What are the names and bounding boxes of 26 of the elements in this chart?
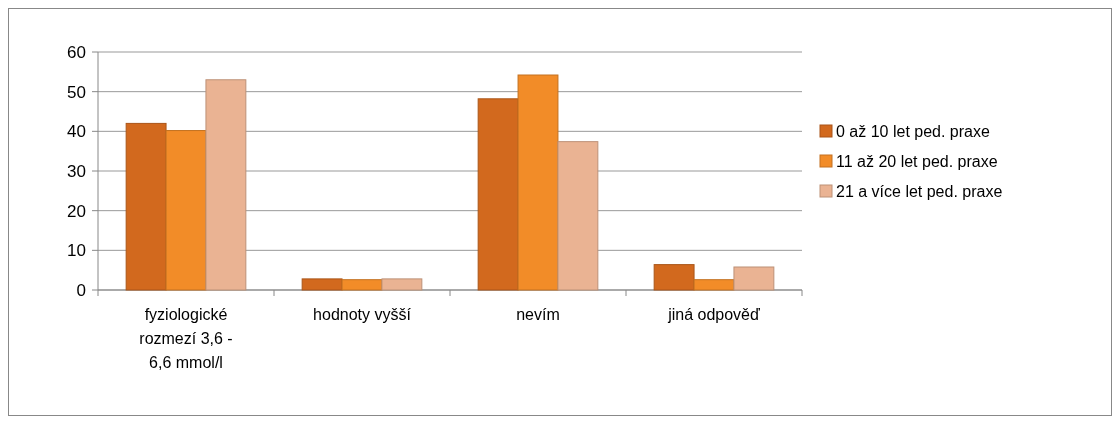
legend-label: 21 a více let ped. praxe xyxy=(836,182,1003,200)
y-tick-label: 60 xyxy=(67,42,86,62)
y-tick-label: 40 xyxy=(67,122,86,142)
bar xyxy=(517,74,559,291)
bar xyxy=(341,279,383,291)
bar xyxy=(301,278,343,291)
legend-label: 0 až 10 let ped. praxe xyxy=(836,122,990,140)
bar xyxy=(693,279,735,291)
bar xyxy=(125,122,167,291)
bar xyxy=(205,79,247,291)
legend-label: 11 až 20 let ped. praxe xyxy=(836,152,998,170)
bar xyxy=(733,266,775,291)
x-tick-label: nevím xyxy=(516,306,560,323)
bar xyxy=(165,130,207,291)
x-tick-label: hodnoty vyšší xyxy=(313,306,412,323)
y-tick-label: 10 xyxy=(67,241,86,261)
y-tick-label: 0 xyxy=(76,280,86,300)
y-tick-label: 30 xyxy=(67,161,86,181)
bar xyxy=(557,141,599,291)
y-tick-label: 50 xyxy=(67,82,86,102)
bar xyxy=(477,98,519,291)
x-tick-label: jiná odpověď xyxy=(667,306,760,323)
bar xyxy=(381,278,423,291)
bar xyxy=(653,264,695,291)
y-tick-label: 20 xyxy=(67,201,86,221)
x-tick-label: fyziologické rozmezí 3,6 - 6,6 mmol/l xyxy=(139,306,233,371)
